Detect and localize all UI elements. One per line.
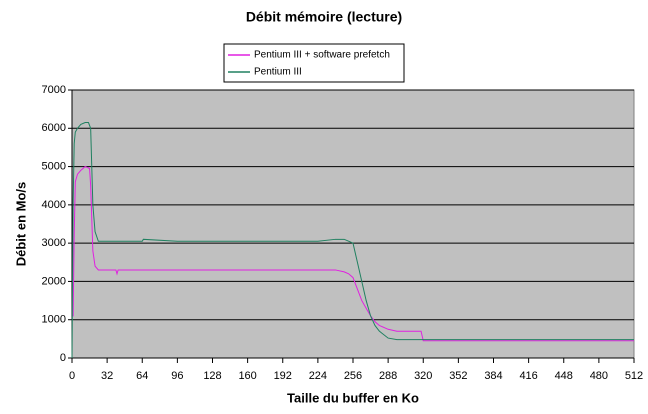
x-tick-label: 256 bbox=[344, 370, 362, 382]
y-tick-label: 5000 bbox=[42, 160, 66, 172]
x-tick-label: 96 bbox=[171, 370, 183, 382]
legend-label: Pentium III bbox=[254, 67, 302, 78]
x-tick-label: 32 bbox=[101, 370, 113, 382]
x-tick-label: 64 bbox=[136, 370, 148, 382]
legend-box bbox=[223, 43, 405, 83]
x-tick-label: 224 bbox=[309, 370, 327, 382]
x-tick-label: 0 bbox=[69, 370, 75, 382]
x-tick-label: 320 bbox=[414, 370, 432, 382]
plot-area bbox=[71, 89, 635, 359]
y-axis-title: Débit en Mo/s bbox=[13, 182, 28, 267]
x-tick-label: 288 bbox=[379, 370, 397, 382]
x-tick-label: 352 bbox=[449, 370, 467, 382]
x-tick-label: 512 bbox=[625, 370, 643, 382]
x-tick-label: 416 bbox=[519, 370, 537, 382]
x-tick-label: 384 bbox=[484, 370, 502, 382]
x-tick-label: 160 bbox=[238, 370, 256, 382]
y-tick-label: 1000 bbox=[42, 314, 66, 326]
y-tick-label: 2000 bbox=[42, 275, 66, 287]
series-line bbox=[72, 165, 634, 342]
x-tick-label: 480 bbox=[590, 370, 608, 382]
x-tick-label: 128 bbox=[203, 370, 221, 382]
series-line bbox=[71, 122, 634, 359]
chart-title: Débit mémoire (lecture) bbox=[246, 9, 402, 25]
y-tick-label: 0 bbox=[60, 352, 66, 364]
x-tick-label: 192 bbox=[274, 370, 292, 382]
x-axis-title: Taille du buffer en Ko bbox=[287, 390, 419, 405]
y-tick-label: 7000 bbox=[42, 84, 66, 96]
x-tick-label: 448 bbox=[555, 370, 573, 382]
y-tick-label: 3000 bbox=[42, 237, 66, 249]
y-tick-label: 6000 bbox=[42, 122, 66, 134]
y-tick-label: 4000 bbox=[42, 199, 66, 211]
legend-label: Pentium III + software prefetch bbox=[254, 50, 390, 61]
